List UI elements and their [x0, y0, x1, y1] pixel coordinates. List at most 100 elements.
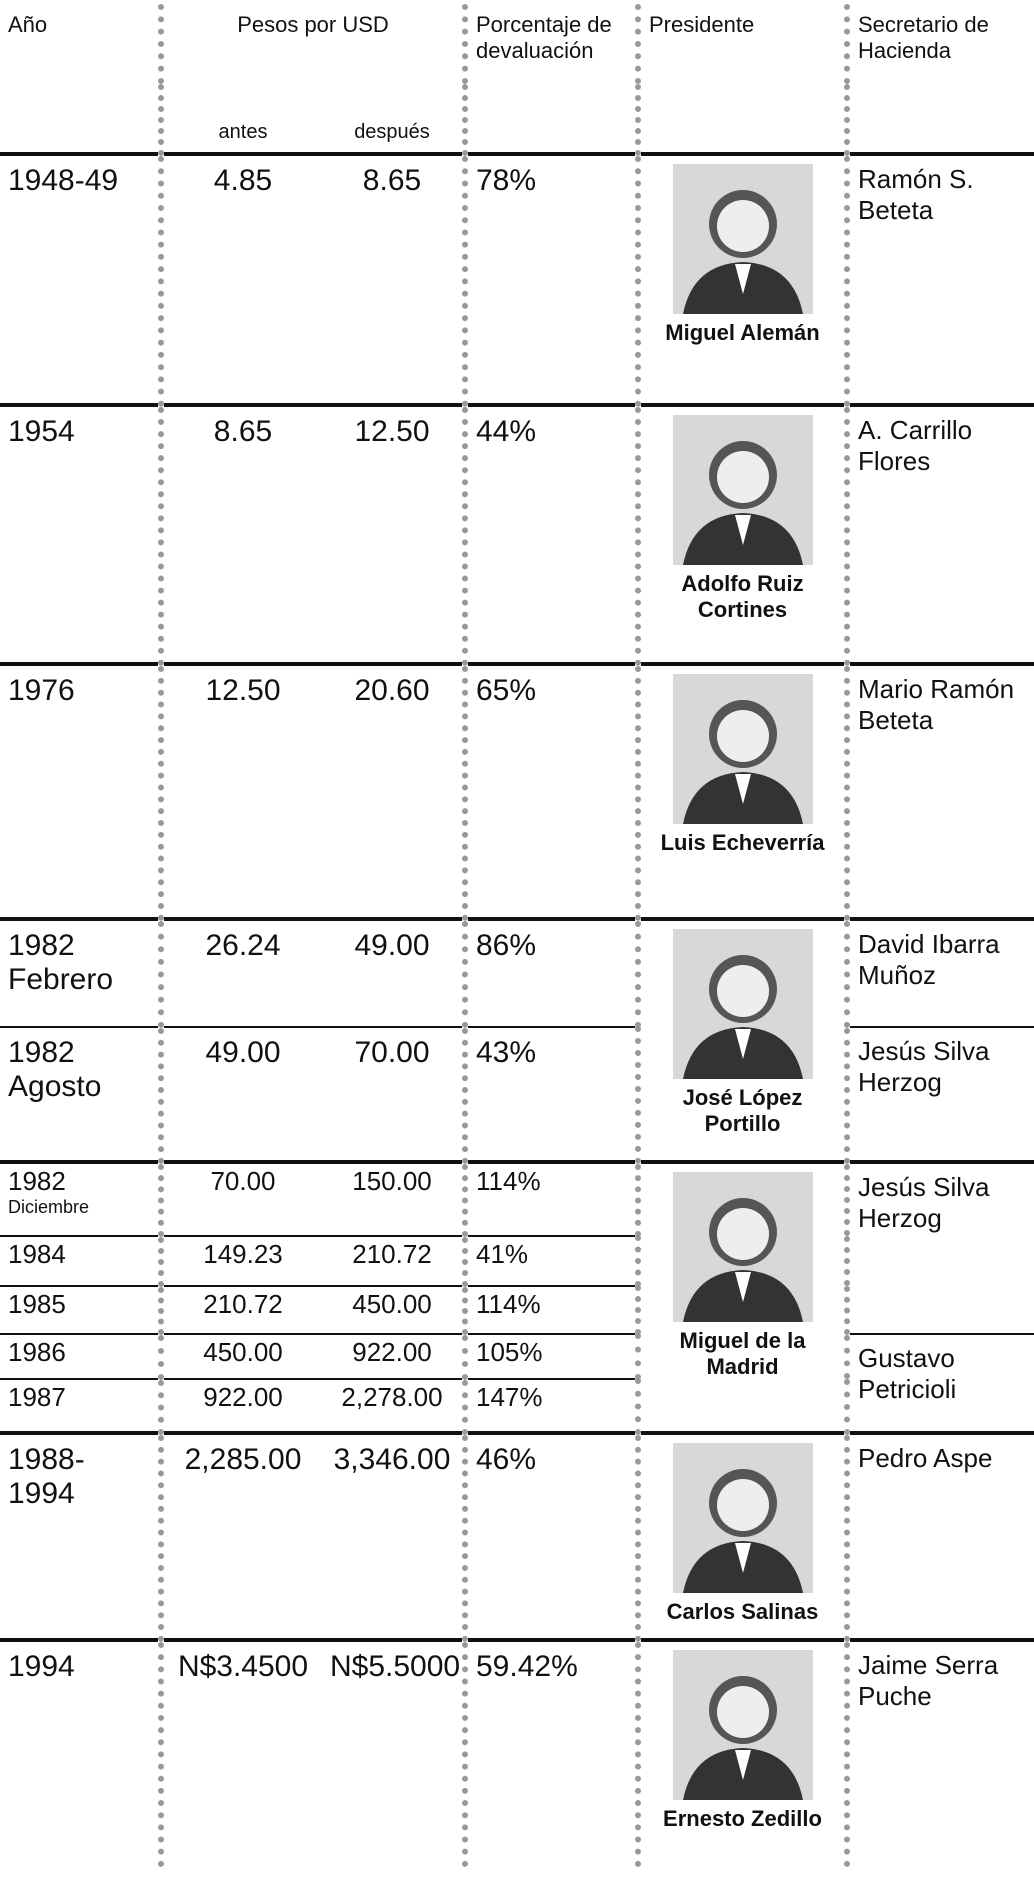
- before-rate: 210.72: [161, 1286, 322, 1334]
- president-name: Adolfo Ruiz Cortines: [649, 571, 836, 623]
- year: 1994: [8, 1650, 75, 1683]
- year-cell: 1988-1994: [0, 1433, 161, 1640]
- secretary: A. Carrillo Flores: [847, 405, 1034, 664]
- portrait: [673, 1443, 813, 1593]
- header-president: Presidente: [638, 4, 847, 154]
- devaluation-pct: 44%: [465, 405, 638, 664]
- after-rate: 3,346.00: [322, 1433, 465, 1640]
- year-cell: 1994: [0, 1640, 161, 1867]
- after-rate: 210.72: [322, 1236, 465, 1286]
- devaluation-pct: 59.42%: [465, 1640, 638, 1867]
- year: 1986: [8, 1337, 66, 1367]
- president-cell: Ernesto Zedillo: [638, 1640, 847, 1867]
- secretary: Jesús Silva Herzog: [847, 1027, 1034, 1162]
- year-cell: 1987: [0, 1379, 161, 1433]
- devaluation-pct: 114%: [465, 1162, 638, 1236]
- devaluation-pct: 86%: [465, 919, 638, 1027]
- header-secretary: Secretario de Hacienda: [847, 4, 1034, 154]
- secretary: Pedro Aspe: [847, 1433, 1034, 1640]
- president-name: José López Portillo: [649, 1085, 836, 1137]
- year: 1988-1994: [8, 1443, 85, 1510]
- secretary: Jaime Serra Puche: [847, 1640, 1034, 1867]
- year: 1976: [8, 674, 75, 707]
- devaluation-pct: 65%: [465, 664, 638, 919]
- secretary: Mario Ramón Beteta: [847, 664, 1034, 919]
- secretary: Jesús Silva Herzog: [847, 1162, 1034, 1334]
- year-cell: 1986: [0, 1334, 161, 1379]
- year: 1954: [8, 415, 75, 448]
- president-cell: Miguel de la Madrid: [638, 1162, 847, 1433]
- before-rate: 26.24: [161, 919, 322, 1027]
- header-year: Año: [0, 4, 161, 154]
- after-rate: 450.00: [322, 1286, 465, 1334]
- devaluation-pct: 41%: [465, 1236, 638, 1286]
- after-rate: 20.60: [322, 664, 465, 919]
- header-before: antes: [161, 84, 322, 154]
- before-rate: 49.00: [161, 1027, 322, 1162]
- year-cell: 1985: [0, 1286, 161, 1334]
- month: Agosto: [8, 1070, 150, 1104]
- secretary: Ramón S. Beteta: [847, 154, 1034, 405]
- month: Diciembre: [8, 1197, 150, 1218]
- before-rate: N$3.4500: [161, 1640, 322, 1867]
- year: 1982: [8, 1166, 66, 1196]
- before-rate: 4.85: [161, 154, 322, 405]
- before-rate: 450.00: [161, 1334, 322, 1379]
- before-rate: 70.00: [161, 1162, 322, 1236]
- president-cell: José López Portillo: [638, 919, 847, 1162]
- after-rate: 70.00: [322, 1027, 465, 1162]
- secretary: David Ibarra Muñoz: [847, 919, 1034, 1027]
- portrait: [673, 164, 813, 314]
- portrait: [673, 1172, 813, 1322]
- devaluation-pct: 114%: [465, 1286, 638, 1334]
- after-rate: 922.00: [322, 1334, 465, 1379]
- page: Año Pesos por USD Porcentaje de devaluac…: [0, 4, 1034, 1878]
- after-rate: 12.50: [322, 405, 465, 664]
- president-cell: Adolfo Ruiz Cortines: [638, 405, 847, 664]
- year: 1985: [8, 1289, 66, 1319]
- president-name: Ernesto Zedillo: [649, 1806, 836, 1832]
- president-name: Luis Echeverría: [649, 830, 836, 856]
- header-after: después: [322, 84, 465, 154]
- portrait: [673, 674, 813, 824]
- portrait: [673, 1650, 813, 1800]
- president-cell: Luis Echeverría: [638, 664, 847, 919]
- table-row: 1988-19942,285.003,346.0046%Carlos Salin…: [0, 1433, 1034, 1640]
- year: 1982: [8, 929, 75, 962]
- before-rate: 12.50: [161, 664, 322, 919]
- header-pct: Porcentaje de devaluación: [465, 4, 638, 154]
- year: 1984: [8, 1239, 66, 1269]
- year: 1987: [8, 1382, 66, 1412]
- year-cell: 1954: [0, 405, 161, 664]
- before-rate: 149.23: [161, 1236, 322, 1286]
- after-rate: 150.00: [322, 1162, 465, 1236]
- devaluation-pct: 105%: [465, 1334, 638, 1379]
- devaluation-pct: 78%: [465, 154, 638, 405]
- year-cell: 1948-49: [0, 154, 161, 405]
- after-rate: N$5.5000: [322, 1640, 465, 1867]
- president-name: Miguel Alemán: [649, 320, 836, 346]
- year-cell: 1976: [0, 664, 161, 919]
- after-rate: 2,278.00: [322, 1379, 465, 1433]
- devaluation-pct: 43%: [465, 1027, 638, 1162]
- month: Febrero: [8, 963, 150, 997]
- year-cell: 1984: [0, 1236, 161, 1286]
- portrait: [673, 929, 813, 1079]
- year: 1948-49: [8, 164, 118, 197]
- devaluation-pct: 46%: [465, 1433, 638, 1640]
- before-rate: 8.65: [161, 405, 322, 664]
- portrait: [673, 415, 813, 565]
- president-cell: Miguel Alemán: [638, 154, 847, 405]
- president-name: Miguel de la Madrid: [649, 1328, 836, 1380]
- devaluation-table: Año Pesos por USD Porcentaje de devaluac…: [0, 4, 1034, 1867]
